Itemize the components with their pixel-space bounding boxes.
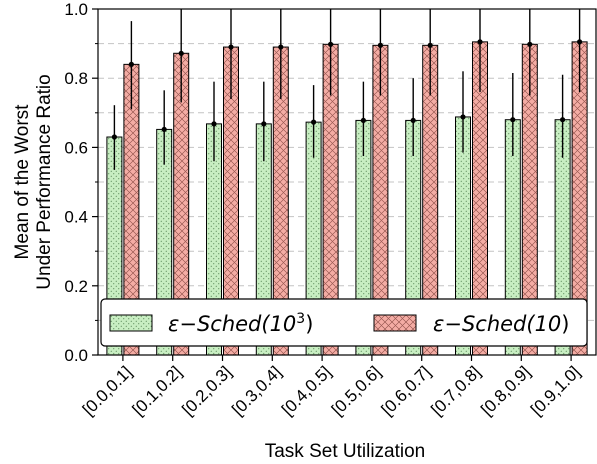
y-tick-label: 0.4 bbox=[64, 208, 88, 227]
legend-label-series-2: ε−Sched(10) bbox=[433, 312, 570, 336]
legend-label-series-1-suffix: ) bbox=[305, 312, 313, 336]
mean-marker-series-1 bbox=[560, 117, 566, 123]
y-axis-label-line-1: Mean of the Worst bbox=[12, 104, 33, 260]
x-tick-label: [0.1,0.2] bbox=[129, 362, 186, 419]
x-tick-label: [0.6,0.7] bbox=[378, 362, 435, 419]
y-tick-label: 0.6 bbox=[64, 138, 88, 157]
mean-marker-series-1 bbox=[111, 134, 117, 140]
x-tick-label: [0.8,0.9] bbox=[477, 362, 534, 419]
x-tick-label: [0.2,0.3] bbox=[178, 362, 235, 419]
mean-marker-series-1 bbox=[410, 117, 416, 124]
mean-marker-series-1 bbox=[311, 119, 317, 125]
grid-lines bbox=[98, 43, 596, 321]
mean-marker-series-1 bbox=[510, 117, 516, 123]
mean-marker-series-2 bbox=[427, 42, 433, 48]
legend-box bbox=[100, 298, 588, 347]
y-axis-label-line-2: Under Performance Ratio bbox=[34, 74, 55, 289]
x-axis-label: Task Set Utilization bbox=[265, 441, 426, 462]
x-tick-label: [0.4,0.5] bbox=[278, 362, 335, 419]
y-tick-label: 0.2 bbox=[64, 277, 88, 296]
mean-marker-series-1 bbox=[261, 121, 267, 127]
mean-marker-series-2 bbox=[577, 39, 583, 45]
legend-swatch-series-1 bbox=[109, 314, 153, 332]
x-tick-label: [0.9,1.0] bbox=[527, 362, 584, 419]
x-tick-label: [0.5,0.6] bbox=[328, 362, 385, 419]
mean-marker-series-1 bbox=[161, 126, 167, 133]
x-axis: [0.0,0.1][0.1,0.2][0.2,0.3][0.3,0.4][0.4… bbox=[79, 355, 584, 419]
legend-swatch-series-2 bbox=[373, 314, 417, 332]
legend-label-series-2-suffix: ) bbox=[561, 312, 569, 336]
mean-marker-series-2 bbox=[228, 44, 234, 50]
mean-marker-series-2 bbox=[527, 41, 533, 47]
mean-marker-series-2 bbox=[128, 61, 134, 67]
mean-marker-series-2 bbox=[278, 44, 284, 50]
x-tick-label: [0.0,0.1] bbox=[79, 362, 136, 419]
legend-label-series-1-sup: 3 bbox=[296, 311, 305, 327]
legend-label-series-2-prefix: ε−Sched(10 bbox=[433, 312, 561, 336]
y-tick-label: 1.0 bbox=[64, 0, 88, 19]
legend-label-series-1-prefix: ε−Sched(10 bbox=[168, 312, 296, 336]
error-bars-group bbox=[111, 9, 583, 170]
mean-marker-series-2 bbox=[377, 42, 383, 48]
legend-label-series-1: ε−Sched(103) bbox=[168, 311, 313, 336]
y-tick-label: 0.0 bbox=[64, 346, 88, 365]
legend: ε−Sched(103) ε−Sched(10) bbox=[100, 298, 588, 347]
mean-marker-series-2 bbox=[328, 41, 334, 47]
mean-marker-series-1 bbox=[211, 121, 217, 127]
x-tick-label: [0.3,0.4] bbox=[228, 362, 285, 419]
mean-marker-series-1 bbox=[460, 114, 466, 120]
mean-marker-series-2 bbox=[477, 39, 483, 45]
y-tick-label: 0.8 bbox=[64, 69, 88, 88]
mean-marker-series-2 bbox=[178, 50, 184, 56]
mean-marker-series-1 bbox=[360, 117, 366, 124]
y-axis: 0.0 0.2 0.4 0.6 0.8 1.0 bbox=[64, 0, 98, 365]
x-tick-label: [0.7,0.8] bbox=[427, 362, 484, 419]
